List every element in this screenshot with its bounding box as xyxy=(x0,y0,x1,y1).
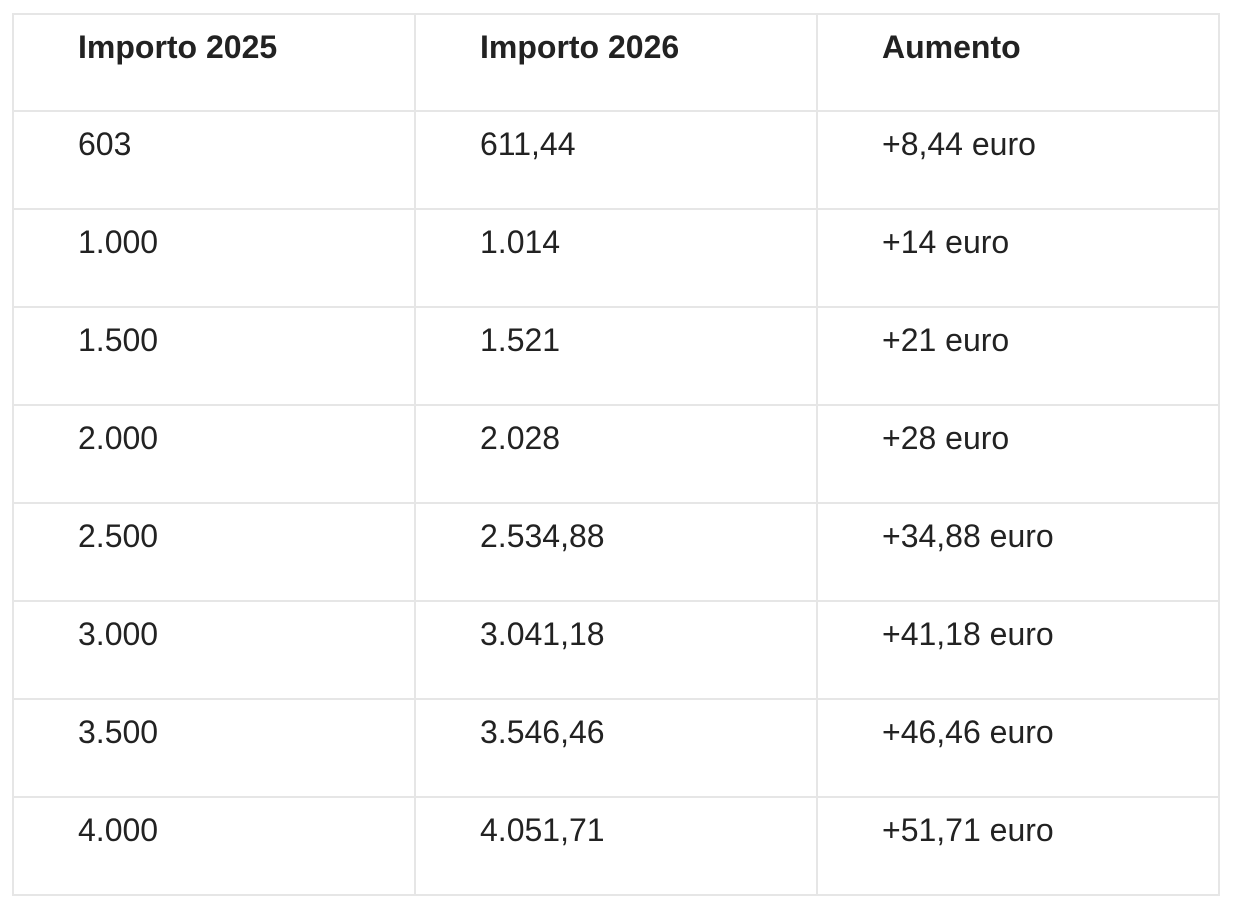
table-cell: 3.041,18 xyxy=(414,600,818,700)
table-body: 603 611,44 +8,44 euro 1.000 1.014 +14 euro 1.5… xyxy=(12,110,1220,896)
header-cell: Aumento xyxy=(816,13,1220,112)
table-cell: 2.000 xyxy=(12,404,416,504)
table-cell: 2.500 xyxy=(12,502,416,602)
table-cell: 3.546,46 xyxy=(414,698,818,798)
table-cell: +51,71 euro xyxy=(816,796,1220,896)
table-row: 3.000 3.041,18 +41,18 euro xyxy=(12,600,1220,700)
table-cell: +8,44 euro xyxy=(816,110,1220,210)
header-cell: Importo 2025 xyxy=(12,13,416,112)
table-cell: 611,44 xyxy=(414,110,818,210)
table-cell: 2.028 xyxy=(414,404,818,504)
table-cell: 3.000 xyxy=(12,600,416,700)
table-cell: 1.500 xyxy=(12,306,416,406)
table-cell: +34,88 euro xyxy=(816,502,1220,602)
table-row: 3.500 3.546,46 +46,46 euro xyxy=(12,698,1220,798)
table-cell: 1.014 xyxy=(414,208,818,308)
pension-table: Importo 2025 Importo 2026 Aumento 603 611… xyxy=(12,13,1220,896)
table-cell: 1.521 xyxy=(414,306,818,406)
table-cell: 603 xyxy=(12,110,416,210)
table-cell: 1.000 xyxy=(12,208,416,308)
table-cell: 4.000 xyxy=(12,796,416,896)
table-cell: +46,46 euro xyxy=(816,698,1220,798)
table-cell: +21 euro xyxy=(816,306,1220,406)
table-cell: +41,18 euro xyxy=(816,600,1220,700)
table-cell: 3.500 xyxy=(12,698,416,798)
table-row: 1.000 1.014 +14 euro xyxy=(12,208,1220,308)
table-cell: +14 euro xyxy=(816,208,1220,308)
table-cell: +28 euro xyxy=(816,404,1220,504)
table-row: 1.500 1.521 +21 euro xyxy=(12,306,1220,406)
table-row: 603 611,44 +8,44 euro xyxy=(12,110,1220,210)
table-cell: 2.534,88 xyxy=(414,502,818,602)
table-row: 4.000 4.051,71 +51,71 euro xyxy=(12,796,1220,896)
header-row: Importo 2025 Importo 2026 Aumento xyxy=(12,13,1220,112)
table-cell: 4.051,71 xyxy=(414,796,818,896)
header-cell: Importo 2026 xyxy=(414,13,818,112)
table-row: 2.500 2.534,88 +34,88 euro xyxy=(12,502,1220,602)
table-row: 2.000 2.028 +28 euro xyxy=(12,404,1220,504)
